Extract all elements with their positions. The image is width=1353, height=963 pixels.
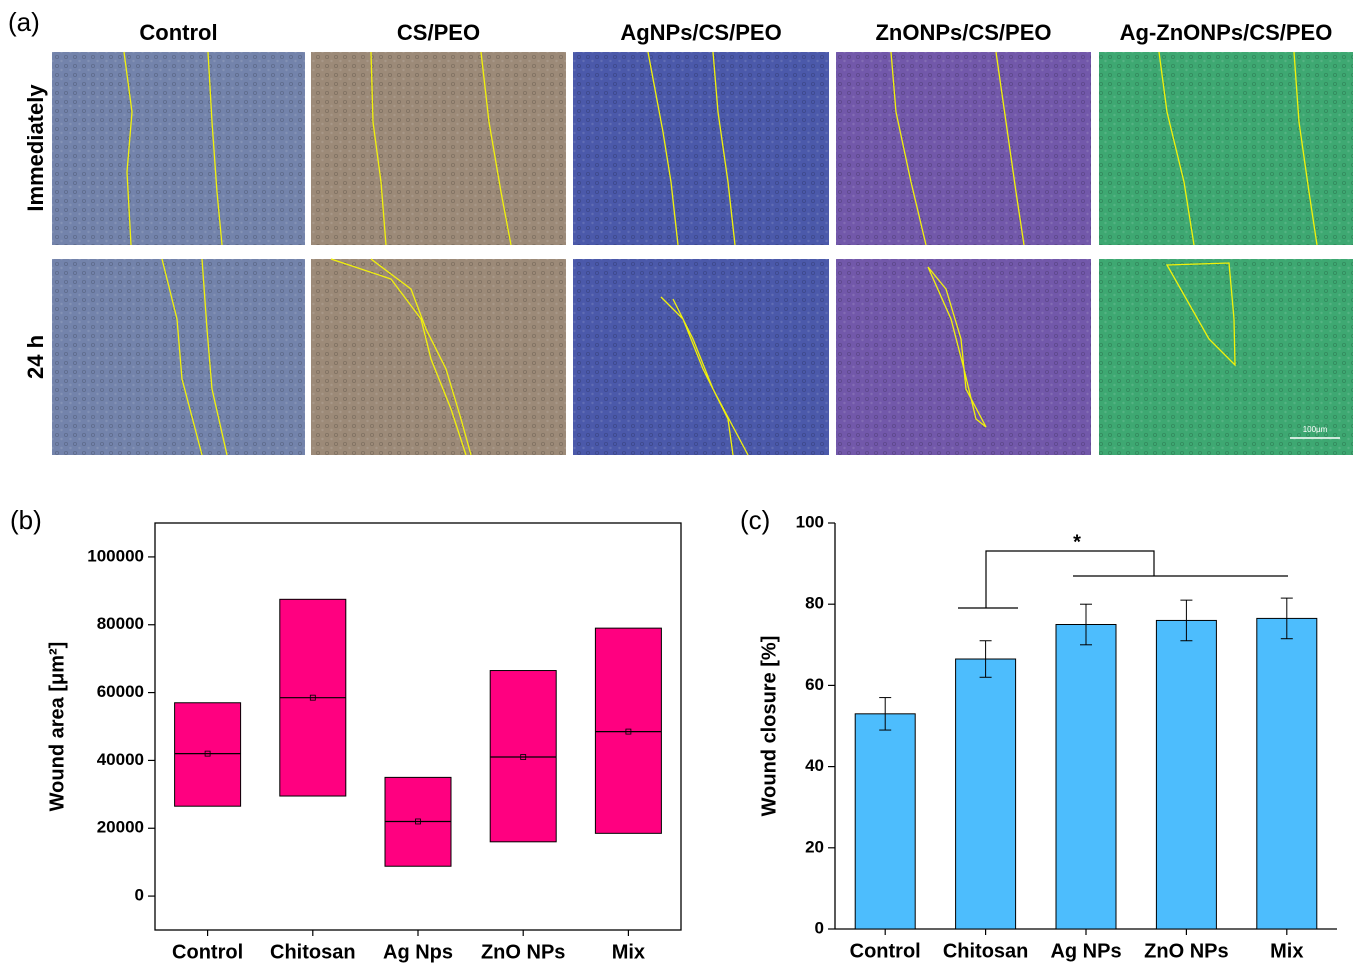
y-tick-label: 20000 bbox=[97, 818, 144, 837]
row-label: 24 h bbox=[23, 335, 48, 379]
panel-label: (c) bbox=[740, 505, 770, 535]
box bbox=[174, 702, 242, 807]
y-axis-title: Wound area [μm²] bbox=[46, 642, 68, 812]
significance-label: * bbox=[1073, 531, 1081, 553]
wound-edge bbox=[1165, 262, 1236, 367]
bar bbox=[1055, 624, 1117, 930]
y-tick-label: 0 bbox=[135, 886, 144, 905]
x-tick-label: Chitosan bbox=[943, 940, 1029, 962]
cell-texture bbox=[836, 259, 1091, 455]
y-tick-label: 100 bbox=[796, 512, 824, 531]
panel-label: (a) bbox=[8, 7, 40, 37]
micrograph-grid bbox=[52, 51, 1353, 456]
wound-edge bbox=[123, 51, 223, 246]
y-tick-label: 60 bbox=[805, 675, 824, 694]
cell-texture bbox=[836, 52, 1091, 245]
y-tick-label: 100000 bbox=[87, 546, 144, 565]
error-bar bbox=[1080, 603, 1092, 646]
cell-texture bbox=[311, 52, 566, 245]
column-title: Control bbox=[139, 20, 217, 45]
cell-texture bbox=[573, 259, 829, 455]
bar bbox=[1155, 619, 1217, 930]
y-tick-label: 40 bbox=[805, 756, 824, 775]
x-tick-label: Chitosan bbox=[270, 941, 356, 963]
wound-edge bbox=[927, 266, 987, 428]
mean-marker bbox=[625, 728, 632, 735]
wound-edge bbox=[370, 51, 512, 246]
x-tick-label: Mix bbox=[1270, 940, 1303, 962]
y-tick-label: 80 bbox=[805, 594, 824, 613]
x-tick-label: ZnO NPs bbox=[481, 941, 565, 963]
cell-texture bbox=[52, 52, 305, 245]
y-tick-label: 60000 bbox=[97, 682, 144, 701]
wound-edge bbox=[161, 258, 228, 456]
x-tick-label: Mix bbox=[612, 941, 645, 963]
column-title: ZnONPs/CS/PEO bbox=[875, 20, 1051, 45]
cell-texture bbox=[1099, 259, 1353, 455]
x-tick-label: Control bbox=[172, 941, 243, 963]
wound-edge bbox=[660, 296, 749, 456]
panel-label: (b) bbox=[10, 505, 42, 535]
cell-texture bbox=[52, 259, 305, 455]
x-tick-label: ZnO NPs bbox=[1144, 940, 1228, 962]
y-axis-title: Wound closure [%] bbox=[758, 636, 780, 817]
mean-marker bbox=[309, 694, 316, 701]
wound-edge bbox=[1158, 51, 1318, 246]
mean-marker bbox=[520, 754, 527, 760]
error-bar bbox=[1180, 599, 1193, 642]
cell-texture bbox=[311, 259, 566, 455]
x-tick-label: Ag Nps bbox=[383, 941, 453, 963]
x-tick-label: Ag NPs bbox=[1050, 940, 1121, 962]
error-bar bbox=[1280, 597, 1293, 640]
bar bbox=[1256, 617, 1318, 930]
mean-marker bbox=[204, 750, 211, 757]
y-tick-label: 20 bbox=[805, 837, 824, 856]
scale-bar-label: 100µm bbox=[1303, 425, 1328, 434]
column-title: CS/PEO bbox=[397, 20, 480, 45]
significance-bracket bbox=[958, 550, 1288, 609]
row-label: Immediately bbox=[23, 84, 48, 212]
cell-texture bbox=[1099, 52, 1353, 245]
box bbox=[594, 627, 662, 834]
error-bar bbox=[879, 697, 892, 731]
mean-marker bbox=[415, 818, 421, 825]
column-title: Ag-ZnONPs/CS/PEO bbox=[1120, 20, 1333, 45]
bar bbox=[955, 658, 1017, 930]
x-tick-label: Control bbox=[850, 940, 921, 962]
wound-edge bbox=[890, 51, 1025, 246]
cell-texture bbox=[573, 52, 829, 245]
box bbox=[489, 670, 557, 843]
y-tick-label: 0 bbox=[815, 918, 824, 937]
wound-edge bbox=[330, 258, 472, 456]
y-tick-label: 80000 bbox=[97, 614, 144, 633]
wound-edge bbox=[647, 51, 736, 246]
y-tick-label: 40000 bbox=[97, 750, 144, 769]
column-title: AgNPs/CS/PEO bbox=[620, 20, 781, 45]
bar bbox=[854, 713, 916, 930]
error-bar bbox=[979, 640, 992, 678]
